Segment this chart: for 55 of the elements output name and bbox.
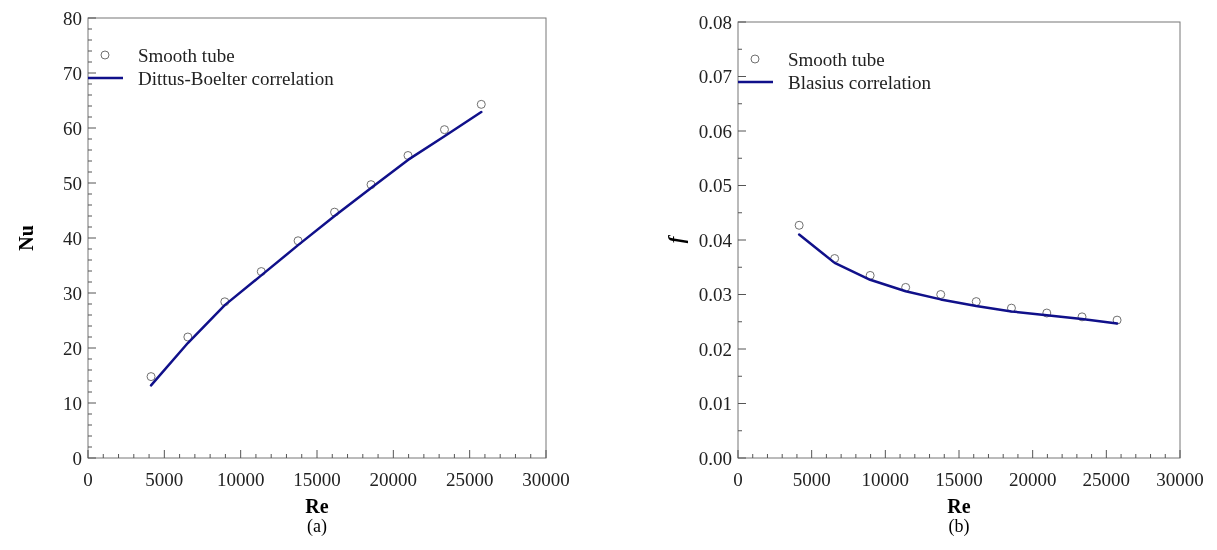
x-tick-label: 20000 <box>369 469 418 490</box>
y-tick-label: 0.01 <box>698 393 732 415</box>
y-tick-label: 0 <box>72 447 82 469</box>
point <box>865 270 875 280</box>
x-tick-label: 5000 <box>792 469 831 490</box>
x-tick-label: 30000 <box>522 469 570 490</box>
x-tick-label: 5000 <box>145 469 184 490</box>
line-series <box>149 110 483 387</box>
point <box>256 267 266 277</box>
y-tick-label: 0.06 <box>698 120 732 142</box>
y-tick-label: 70 <box>63 62 82 84</box>
y-tick-label: 80 <box>63 7 82 29</box>
point <box>794 220 804 230</box>
legend-label: Smooth tube <box>788 48 885 70</box>
x-tick-label: 15000 <box>935 469 983 490</box>
y-tick-label: 30 <box>63 282 82 304</box>
point <box>476 99 486 109</box>
point <box>220 297 230 307</box>
y-tick-label: 60 <box>63 117 82 139</box>
point <box>146 372 156 382</box>
y-tick-label: 0.03 <box>698 284 732 306</box>
x-tick-label: 10000 <box>861 469 910 490</box>
legend-label: Smooth tube <box>138 44 235 66</box>
point <box>1112 315 1122 325</box>
legend-label: Dittus-Boelter correlation <box>138 67 335 89</box>
x-axis-title: Re <box>947 495 971 517</box>
x-tick-label: 20000 <box>1008 469 1057 490</box>
x-tick-label: 15000 <box>293 469 341 490</box>
y-tick-label: 0.04 <box>698 229 733 251</box>
point <box>439 125 449 135</box>
point <box>183 332 193 342</box>
y-tick-label: 0.00 <box>698 447 732 469</box>
y-tick-label: 40 <box>63 227 82 249</box>
y-tick-label: 0.05 <box>698 175 732 197</box>
y-tick-label: 0.02 <box>698 338 732 360</box>
x-tick-label: 25000 <box>1082 469 1131 490</box>
point <box>1077 312 1087 322</box>
text: (a) <box>307 516 327 537</box>
point <box>330 207 340 217</box>
y-tick-label: 20 <box>63 337 82 359</box>
point <box>1042 308 1052 318</box>
y-tick-label: 10 <box>63 392 82 414</box>
legend-label: Blasius correlation <box>788 71 932 93</box>
y-axis-title: f <box>665 234 688 244</box>
y-tick-label: 0.08 <box>698 11 732 33</box>
point <box>366 180 376 190</box>
y-tick-label: 50 <box>63 172 82 194</box>
y-tick-label: 0.07 <box>698 66 732 88</box>
y-axis-title: Nu <box>15 225 37 251</box>
x-tick-label: 25000 <box>445 469 494 490</box>
x-axis-title: Re <box>305 495 329 517</box>
point <box>936 290 946 299</box>
text: (b) <box>948 516 970 537</box>
x-tick-label: 30000 <box>1156 469 1204 490</box>
x-tick-label: 10000 <box>216 469 265 490</box>
